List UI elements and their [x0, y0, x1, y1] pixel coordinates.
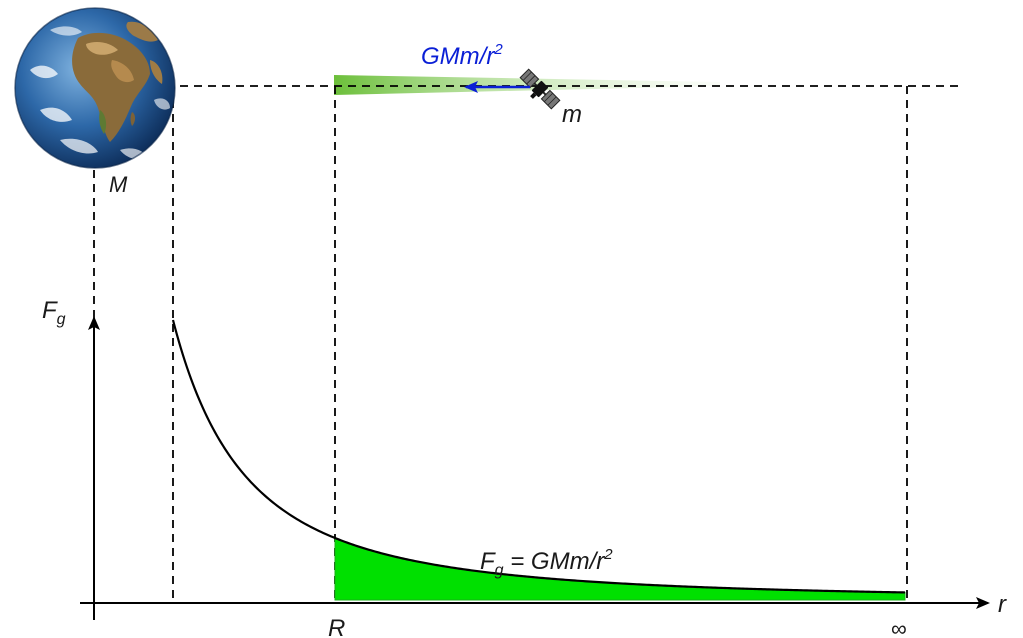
- earth-mass-label: M: [109, 172, 128, 197]
- x-axis-label: r: [998, 591, 1007, 618]
- force-curve: [171, 319, 906, 594]
- earth-globe-icon: [14, 7, 176, 169]
- satellite-icon: [519, 68, 561, 110]
- formula-label: Fg = GMm/r2: [480, 546, 613, 579]
- y-axis-label: Fg: [42, 297, 66, 328]
- satellite-mass-label: m: [562, 101, 582, 128]
- force-vector-label: GMm/r2: [421, 41, 503, 70]
- x-tick-r-label: R: [328, 615, 345, 638]
- x-tick-infinity-label: ∞: [891, 616, 907, 638]
